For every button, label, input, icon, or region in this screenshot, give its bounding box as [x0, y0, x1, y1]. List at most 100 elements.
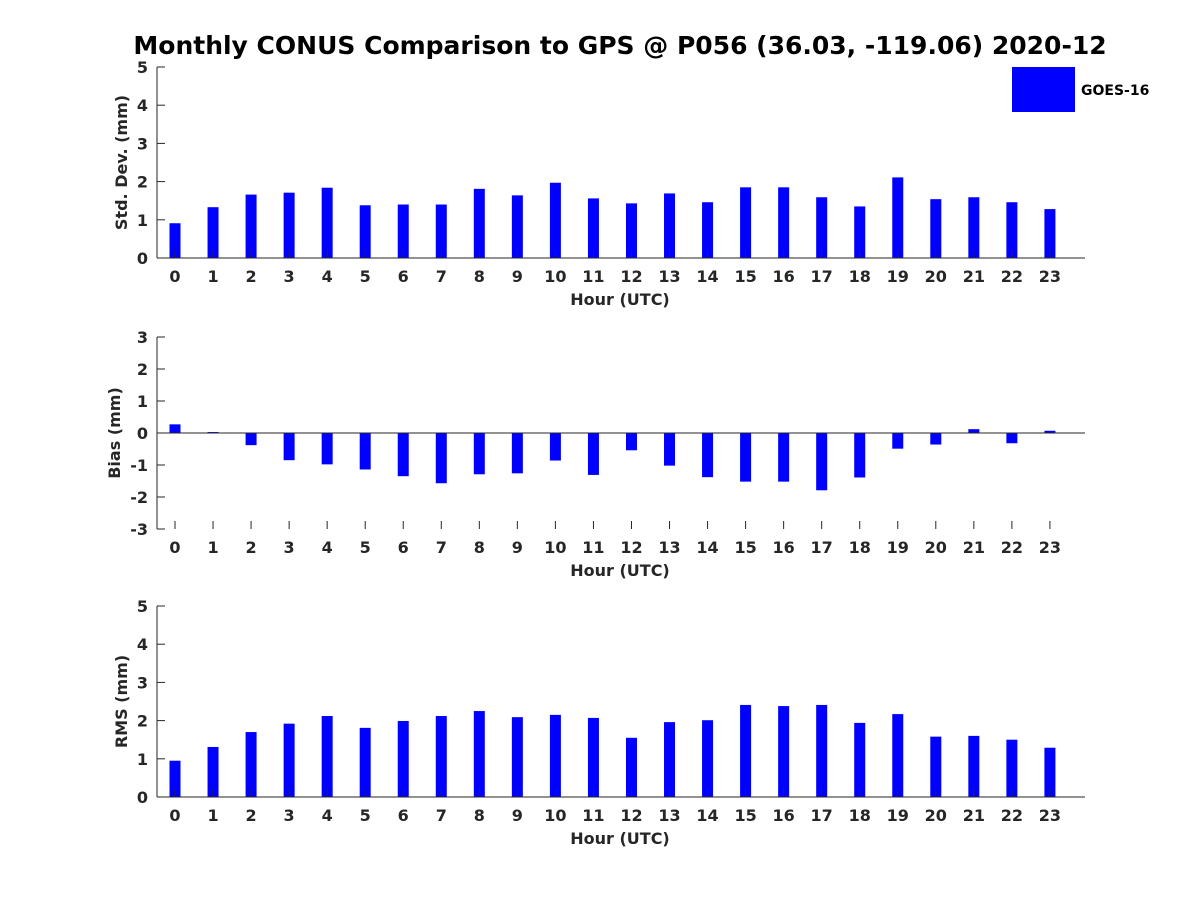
x-tick-label: 17 — [811, 267, 833, 286]
x-tick-label: 16 — [773, 267, 795, 286]
chart-title: Monthly CONUS Comparison to GPS @ P056 (… — [133, 31, 1106, 60]
x-tick-label: 9 — [512, 267, 523, 286]
bar — [511, 433, 523, 474]
x-tick-label: 1 — [207, 806, 218, 825]
x-tick-label: 8 — [474, 538, 485, 557]
x-tick-label: 22 — [1001, 267, 1023, 286]
x-tick-label: 8 — [474, 806, 485, 825]
bar — [587, 198, 599, 258]
y-tick-label: 2 — [137, 712, 148, 731]
y-axis-label: RMS (mm) — [112, 655, 131, 748]
bar — [1044, 747, 1056, 797]
x-tick-label: 7 — [436, 538, 447, 557]
x-tick-label: 12 — [620, 267, 642, 286]
x-tick-label: 10 — [544, 806, 566, 825]
x-tick-label: 15 — [734, 267, 756, 286]
y-tick-label: 3 — [137, 673, 148, 692]
x-tick-label: 14 — [696, 267, 718, 286]
x-tick-label: 23 — [1039, 806, 1061, 825]
y-tick-label: 2 — [137, 360, 148, 379]
bar — [283, 192, 295, 258]
x-tick-label: 18 — [849, 538, 871, 557]
y-tick-label: 0 — [137, 788, 148, 807]
x-tick-label: 6 — [398, 267, 409, 286]
bar — [169, 424, 181, 433]
bar — [549, 433, 561, 461]
x-tick-label: 14 — [696, 538, 718, 557]
bar — [930, 199, 942, 258]
x-tick-label: 2 — [246, 267, 257, 286]
bar — [816, 433, 828, 491]
bar — [892, 177, 904, 258]
bar — [169, 223, 181, 258]
x-tick-label: 23 — [1039, 538, 1061, 557]
y-axis-label: Bias (mm) — [105, 387, 124, 479]
x-tick-label: 13 — [658, 806, 680, 825]
bar — [473, 711, 485, 797]
x-tick-label: 19 — [887, 538, 909, 557]
x-tick-label: 11 — [582, 806, 604, 825]
x-tick-label: 0 — [169, 806, 180, 825]
bar — [207, 207, 219, 258]
y-tick-label: 1 — [137, 392, 148, 411]
bar — [359, 727, 371, 797]
x-tick-label: 1 — [207, 538, 218, 557]
bar — [625, 433, 637, 451]
x-tick-label: 17 — [811, 806, 833, 825]
bar — [968, 197, 980, 258]
x-tick-label: 21 — [963, 538, 985, 557]
bar — [321, 433, 333, 465]
bar — [1006, 739, 1018, 797]
x-tick-label: 12 — [620, 806, 642, 825]
bar — [435, 204, 447, 258]
bar — [968, 735, 980, 797]
bar — [930, 736, 942, 797]
bar — [968, 429, 980, 433]
bar — [892, 433, 904, 449]
bar — [854, 722, 866, 797]
bar — [283, 433, 295, 461]
x-tick-label: 16 — [773, 806, 795, 825]
bar — [740, 433, 752, 482]
x-tick-label: 9 — [512, 806, 523, 825]
bar — [816, 704, 828, 797]
x-tick-label: 20 — [925, 538, 947, 557]
x-tick-label: 6 — [398, 538, 409, 557]
bar — [359, 433, 371, 470]
legend: GOES-16 — [1012, 67, 1149, 112]
x-tick-label: 12 — [620, 538, 642, 557]
x-tick-label: 3 — [284, 267, 295, 286]
bar — [511, 195, 523, 258]
x-tick-label: 20 — [925, 267, 947, 286]
x-tick-label: 6 — [398, 806, 409, 825]
bar — [435, 433, 447, 484]
y-tick-label: 1 — [137, 750, 148, 769]
x-tick-label: 17 — [811, 538, 833, 557]
y-tick-label: -1 — [130, 456, 148, 475]
y-tick-label: 3 — [137, 328, 148, 347]
x-tick-label: 5 — [360, 538, 371, 557]
bar — [702, 202, 714, 258]
y-tick-label: 5 — [137, 58, 148, 77]
bar — [702, 720, 714, 797]
bar — [245, 194, 257, 258]
x-tick-label: 8 — [474, 267, 485, 286]
y-tick-label: -2 — [130, 488, 148, 507]
bar — [892, 714, 904, 797]
x-tick-label: 9 — [512, 538, 523, 557]
y-tick-label: 4 — [137, 96, 148, 115]
x-tick-label: 5 — [360, 806, 371, 825]
bar — [664, 193, 676, 258]
legend-swatch — [1012, 67, 1075, 112]
legend-label: GOES-16 — [1081, 83, 1149, 99]
bar — [625, 203, 637, 258]
bar — [169, 760, 181, 797]
x-tick-label: 11 — [582, 538, 604, 557]
bar — [778, 187, 790, 258]
x-tick-label: 23 — [1039, 267, 1061, 286]
x-tick-label: 21 — [963, 806, 985, 825]
bar — [664, 722, 676, 797]
x-tick-label: 7 — [436, 806, 447, 825]
